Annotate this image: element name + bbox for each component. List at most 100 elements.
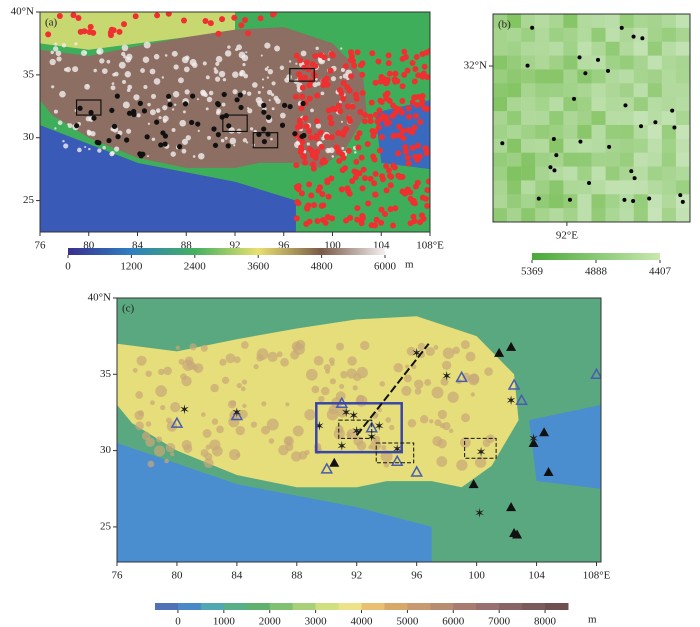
station [653,120,658,125]
station-red [356,130,363,137]
station-red [344,186,351,193]
station-red [364,140,371,147]
snow [236,44,243,51]
panel-label: (b) [498,19,511,31]
station-red [375,124,382,131]
station-black [167,101,173,108]
station-red [382,210,389,217]
high-terrain [442,347,455,359]
terrain-cell [675,208,691,223]
terrain-cell [605,14,620,29]
station-black [190,93,196,99]
colorbar-label: 0 [175,616,181,627]
station-black [261,138,268,145]
terrain-cell [521,124,536,140]
snow [102,146,106,150]
station [530,25,535,30]
high-terrain [202,429,212,438]
terrain-cell [605,55,620,70]
terrain-cell [619,69,634,84]
y-tick-label: 25 [100,520,112,532]
high-terrain [360,340,370,351]
terrain-cell [633,138,649,154]
terrain-cell [647,55,663,70]
high-terrain [323,364,331,371]
terrain-cell [563,83,578,98]
station-triangle-filled [468,479,479,489]
station-red [359,185,366,192]
station-red [401,71,408,78]
station-black [114,93,120,99]
station [607,144,612,149]
snow [266,76,270,79]
terrain-cell [535,152,550,167]
high-terrain [401,385,412,396]
snow [56,56,62,62]
terrain-cell [493,55,508,70]
station [647,196,652,201]
station [578,139,583,144]
high-terrain [333,428,345,440]
station-red [320,81,327,88]
station-red [358,62,365,69]
terrain-cell [647,194,663,209]
colorbar-segment [407,603,431,610]
snow [270,137,273,141]
snow [232,89,238,95]
snow [143,84,148,90]
high-terrain [261,425,270,435]
station-red [369,127,376,134]
station-red [376,147,383,154]
station-red [242,16,249,23]
station-star: ✶ [528,431,539,446]
terrain-cell [507,111,522,126]
snow [247,108,253,114]
terrain-cell [633,111,649,126]
high-terrain [210,383,219,393]
station [606,68,611,73]
terrain-cell [549,111,564,126]
station-red [340,95,347,102]
high-terrain [230,400,237,407]
snow [203,92,208,98]
snow [252,82,258,88]
high-terrain [442,360,452,371]
colorbar-label: 4800 [311,261,334,273]
colorbar-segment [430,603,454,610]
high-terrain [460,340,470,350]
terrain-cell [661,180,677,195]
station-red [107,29,114,36]
snow [208,90,214,96]
station-red [370,132,377,139]
snow [122,101,130,109]
snow [242,63,246,67]
snow [124,71,132,78]
snow [233,144,236,147]
station-red [365,200,372,207]
station-red [409,129,416,136]
snow [214,76,221,82]
colorbar-segment [315,603,340,610]
station-red [312,53,319,60]
station-black [299,133,305,140]
terrain-cell [675,166,691,181]
terrain-cell [605,27,620,43]
snow [213,67,217,71]
station-red [361,118,368,125]
station-red [416,153,423,160]
snow [257,90,261,94]
station-black [211,126,217,132]
station-red [301,154,308,161]
snow [215,61,220,67]
station-black [115,134,121,140]
snow [261,86,265,89]
station-triangle-filled [506,341,517,351]
station-red [308,134,315,141]
terrain-cell [591,194,606,209]
snow [171,127,176,133]
snow [271,93,275,97]
station-red [384,76,391,83]
high-terrain [406,346,416,356]
high-terrain [141,431,151,441]
snow [295,62,298,65]
